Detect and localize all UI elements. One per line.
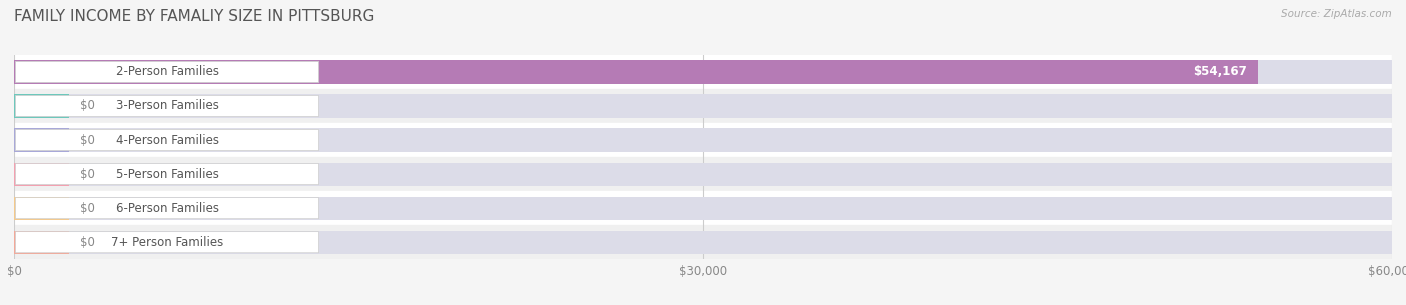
Text: 2-Person Families: 2-Person Families	[115, 66, 218, 78]
FancyBboxPatch shape	[15, 198, 319, 219]
FancyBboxPatch shape	[15, 61, 319, 82]
Bar	[14, 163, 1392, 186]
Text: 6-Person Families: 6-Person Families	[115, 202, 218, 215]
Text: 5-Person Families: 5-Person Families	[115, 168, 218, 181]
Text: 4-Person Families: 4-Person Families	[115, 134, 218, 146]
Bar	[14, 95, 69, 117]
Text: 7+ Person Families: 7+ Person Families	[111, 236, 224, 249]
Bar	[14, 197, 69, 220]
Text: $0: $0	[80, 202, 96, 215]
FancyBboxPatch shape	[15, 163, 319, 185]
Bar	[14, 231, 1392, 254]
Bar	[14, 128, 69, 152]
Bar	[14, 191, 1392, 225]
Text: FAMILY INCOME BY FAMALIY SIZE IN PITTSBURG: FAMILY INCOME BY FAMALIY SIZE IN PITTSBU…	[14, 9, 374, 24]
Text: 3-Person Families: 3-Person Families	[115, 99, 218, 113]
Bar	[14, 197, 1392, 220]
Bar	[14, 225, 1392, 259]
Bar	[14, 55, 1392, 89]
Bar	[14, 128, 1392, 152]
Text: $0: $0	[80, 168, 96, 181]
FancyBboxPatch shape	[15, 232, 319, 253]
Text: $54,167: $54,167	[1194, 66, 1247, 78]
Bar	[14, 60, 1258, 84]
Bar	[14, 157, 1392, 191]
Text: $0: $0	[80, 99, 96, 113]
Bar	[14, 89, 1392, 123]
Bar	[14, 123, 1392, 157]
Bar	[14, 231, 69, 254]
Text: $0: $0	[80, 236, 96, 249]
Bar	[14, 95, 1392, 117]
FancyBboxPatch shape	[15, 130, 319, 151]
FancyBboxPatch shape	[15, 95, 319, 117]
Bar	[14, 163, 69, 186]
Text: $0: $0	[80, 134, 96, 146]
Bar	[14, 60, 1392, 84]
Text: Source: ZipAtlas.com: Source: ZipAtlas.com	[1281, 9, 1392, 19]
